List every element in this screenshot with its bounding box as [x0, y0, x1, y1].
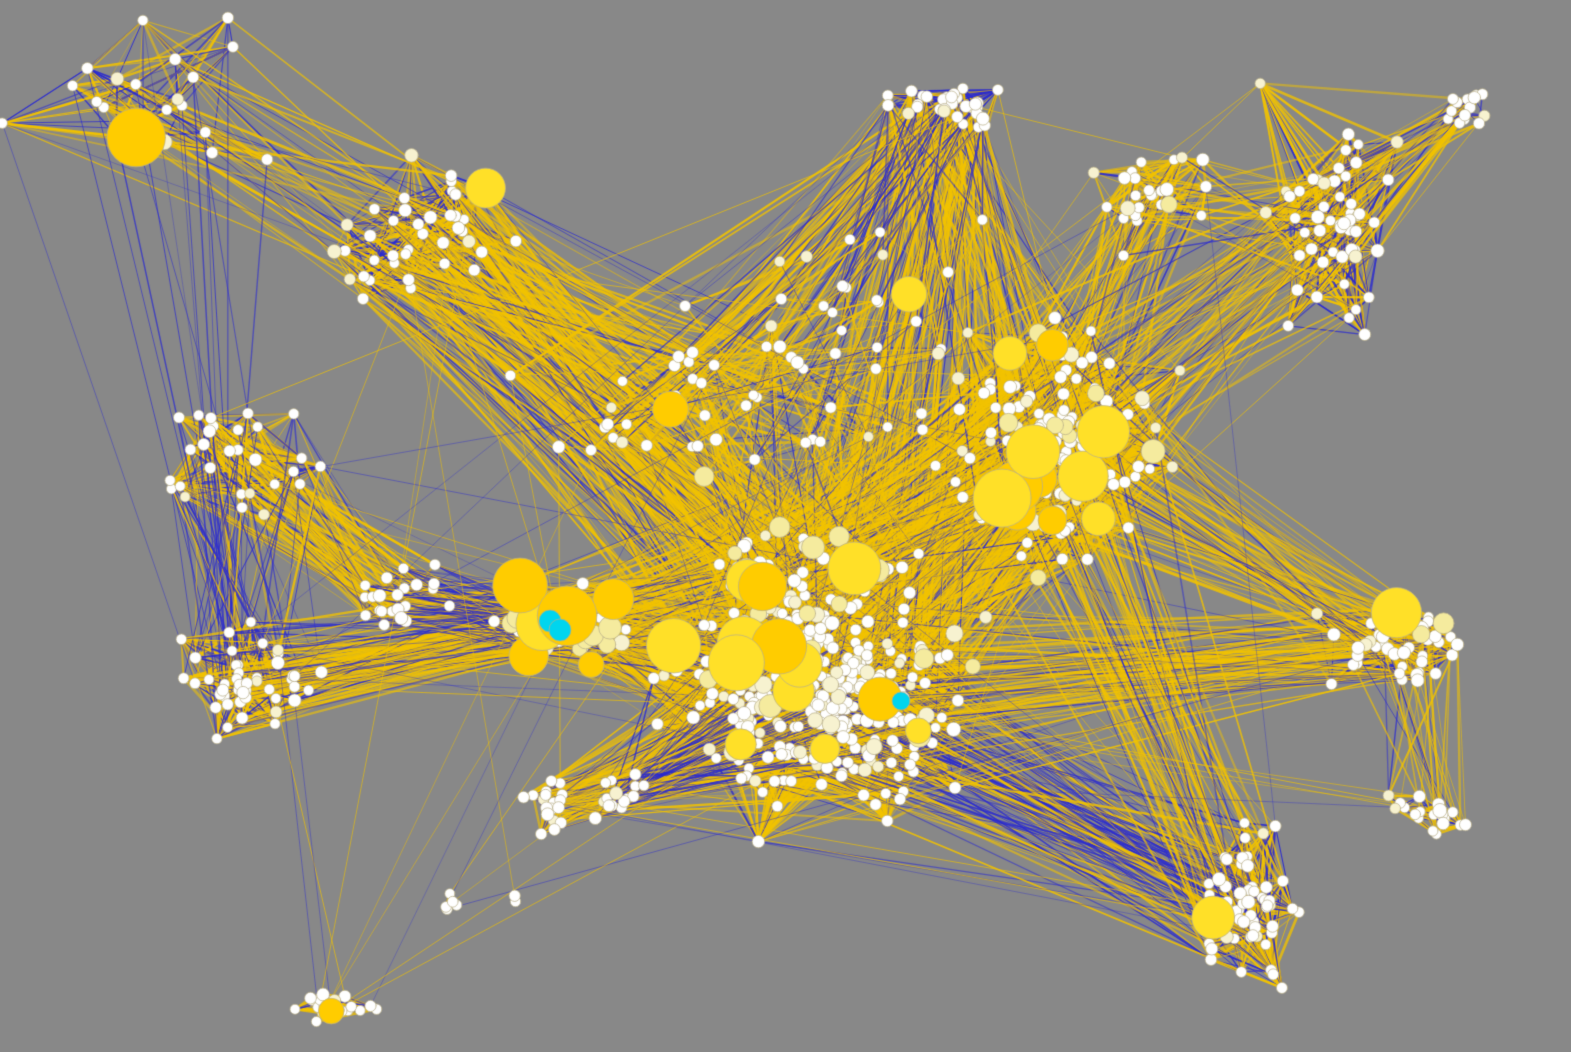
graph-visualization-stage[interactable]: Force-directed network graph	[0, 0, 1571, 1052]
network-graph-canvas[interactable]	[0, 0, 1571, 1052]
